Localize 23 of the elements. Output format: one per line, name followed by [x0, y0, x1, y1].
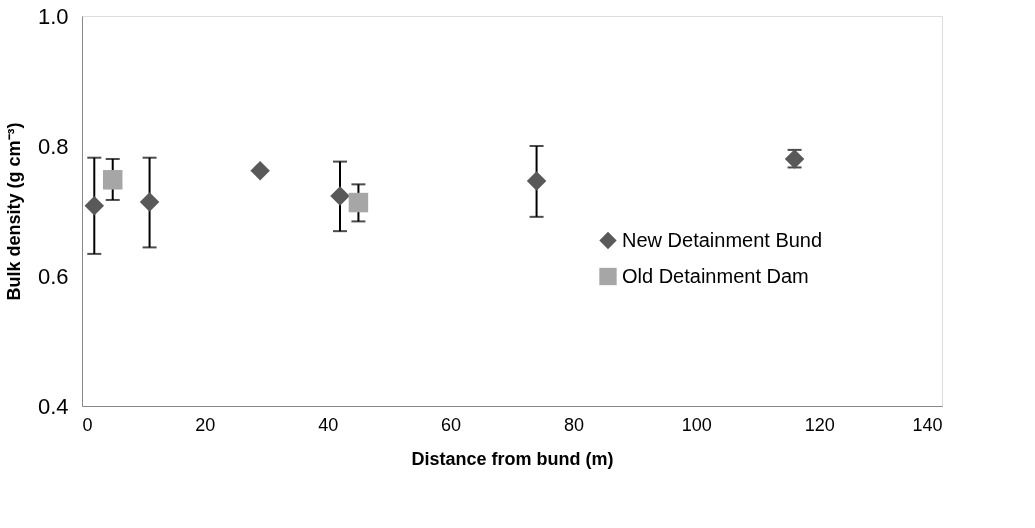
legend-label: New Detainment Bund [622, 228, 823, 251]
y-tick-label: 1.0 [37, 3, 69, 29]
x-tick-label: 40 [318, 414, 339, 435]
point [84, 196, 105, 216]
y-tick-label: 0.4 [37, 393, 69, 419]
point [526, 171, 547, 191]
x-tick-label: 120 [804, 414, 835, 435]
y-axis-title: Bulk density (g cm⁻³) [3, 122, 24, 301]
x-tick-label: 80 [563, 414, 584, 435]
x-tick-label: 100 [681, 414, 712, 435]
x-tick-label: 0 [82, 414, 93, 435]
x-tick-label: 20 [195, 414, 216, 435]
x-tick-label: 140 [912, 414, 943, 435]
point [250, 160, 270, 181]
y-tick-label: 0.6 [37, 263, 69, 289]
point [102, 170, 123, 190]
point [139, 192, 160, 212]
legend-label: Old Detainment Dam [622, 264, 809, 287]
x-axis-title: Distance from bund (m) [411, 448, 614, 469]
point [348, 192, 369, 213]
point [330, 186, 350, 206]
x-tick-label: 60 [441, 414, 462, 435]
y-tick-label: 0.8 [37, 133, 69, 159]
